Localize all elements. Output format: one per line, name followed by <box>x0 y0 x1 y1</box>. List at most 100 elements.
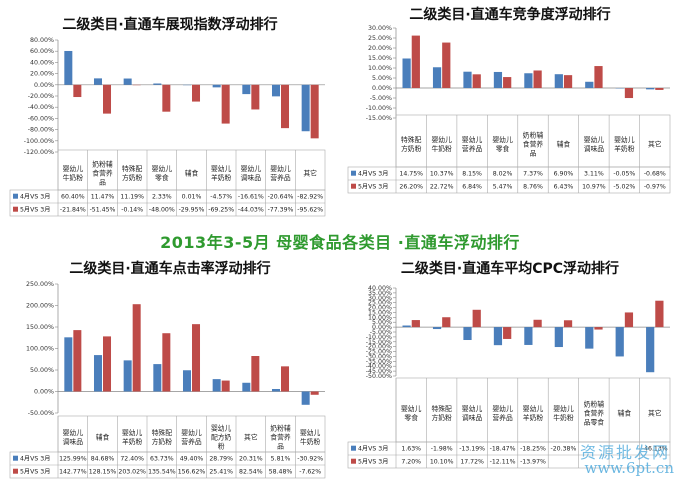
y-tick-label: -50.00% <box>366 373 392 380</box>
category-label: 奶粉辅食营养品 <box>523 131 544 158</box>
data-label: -20.64% <box>268 194 294 201</box>
y-tick-label: -10.00% <box>366 334 392 341</box>
data-label: 28.79% <box>209 456 233 463</box>
bar-series-1 <box>301 84 310 132</box>
data-label: -29.95% <box>179 207 205 214</box>
y-tick-label: -15.00% <box>366 115 392 122</box>
y-tick-label: -45.00% <box>366 368 392 375</box>
bar-series-2 <box>563 75 573 88</box>
y-tick-label: 250.00% <box>26 281 54 288</box>
data-label: -44.03% <box>238 207 264 214</box>
bar-series-2 <box>503 327 512 339</box>
y-tick-label: 30.00% <box>368 295 392 302</box>
y-tick-label: -5.00% <box>370 329 392 336</box>
bar-series-2 <box>103 336 112 392</box>
y-tick-label: 80.00% <box>30 37 54 44</box>
bar-series-1 <box>153 364 162 392</box>
data-label: 8.02% <box>493 171 513 178</box>
data-label: 82.54% <box>239 469 263 476</box>
data-label: -0.68% <box>644 171 666 178</box>
data-label: -16.61% <box>238 194 264 201</box>
y-tick-label: 5.00% <box>372 75 392 82</box>
chart-svg-cpc: 40.00%35.00%30.00%25.00%20.00%15.00%10.0… <box>347 285 671 469</box>
bar-series-2 <box>563 320 573 328</box>
category-label: 辅食 <box>185 169 199 178</box>
category-label: 婴幼儿羊奶粉 <box>614 135 635 153</box>
y-tick-label: -50.00% <box>28 410 54 417</box>
bar-series-2 <box>594 66 603 88</box>
category-label: 婴幼儿调味品 <box>63 428 84 446</box>
y-tick-label: 20.00% <box>30 71 54 78</box>
y-tick-label: 30.00% <box>368 25 392 32</box>
y-tick-label: 35.00% <box>368 290 392 297</box>
category-label: 婴幼儿调味品 <box>241 164 262 182</box>
bar-series-2 <box>103 84 112 114</box>
legend-swatch <box>351 445 356 451</box>
bar-series-2 <box>624 312 634 328</box>
data-label: 8.15% <box>462 171 482 178</box>
bar-series-2 <box>655 88 664 90</box>
data-label: 72.40% <box>120 456 144 463</box>
category-label: 婴幼儿羊奶粉 <box>211 164 232 182</box>
category-label: 特殊配方奶粉 <box>401 135 422 153</box>
bar-series-2 <box>251 356 260 392</box>
data-label: -1.98% <box>431 446 453 453</box>
y-tick-label: 0.00% <box>372 85 392 92</box>
bar-series-1 <box>615 327 624 357</box>
category-label: 婴幼儿牛奶粉 <box>63 164 84 182</box>
category-label: 辅食 <box>96 433 110 442</box>
bar-series-1 <box>463 71 472 88</box>
y-tick-label: 10.00% <box>368 314 392 321</box>
category-label: 婴幼儿零食 <box>152 164 173 182</box>
data-label: -51.45% <box>90 207 116 214</box>
bar-series-1 <box>242 382 251 392</box>
y-tick-label: 15.00% <box>368 55 392 62</box>
category-label: 婴幼儿营养品 <box>270 164 291 182</box>
data-label: -48.00% <box>149 207 175 214</box>
chart-title: 二级类目·直通车竞争度浮动排行 <box>409 7 611 23</box>
y-tick-label: 20.00% <box>368 45 392 52</box>
category-label: 婴幼儿牛奶粉 <box>300 428 321 446</box>
data-label: -30.92% <box>297 456 323 463</box>
data-label: -82.92% <box>297 194 323 201</box>
y-tick-label: 25.00% <box>368 35 392 42</box>
data-label: 6.43% <box>554 184 574 191</box>
y-tick-label: 150.00% <box>26 324 54 331</box>
data-label: 84.68% <box>91 456 115 463</box>
category-label: 辅食 <box>618 409 632 418</box>
bar-series-2 <box>411 35 420 88</box>
chart-svg-competition: 30.00% 25.00% 20.00% 15.00% 10.00% 5.00% 0.00%… <box>347 25 671 194</box>
bar-series-2 <box>162 333 171 392</box>
data-label: -12.11% <box>490 459 516 466</box>
data-label: 125.99% <box>59 456 87 463</box>
category-label: 奶粉辅食营养品零食 <box>584 400 605 427</box>
data-label: 20.31% <box>239 456 263 463</box>
bar-series-1 <box>242 84 251 95</box>
chart-panel-display-index: 二级类目·直通车展现指数浮动排行 80.00% 60.00% 40.00% 20.00… <box>0 0 340 225</box>
watermark-site: www.6pt.cn <box>584 459 674 477</box>
legend-label: 5月VS 3月 <box>358 459 388 466</box>
chart-title: 二级类目·直通车展现指数浮动排行 <box>62 17 278 33</box>
data-label: -0.14% <box>121 207 143 214</box>
bar-series-2 <box>533 319 542 328</box>
bar-series-1 <box>64 337 73 392</box>
data-label: -4.57% <box>210 194 232 201</box>
category-label: 婴幼儿羊奶粉 <box>122 428 143 446</box>
bar-series-2 <box>221 84 230 124</box>
category-label: 辅食 <box>557 140 571 149</box>
y-tick-label: -100.00% <box>24 138 54 145</box>
data-label: -69.25% <box>208 207 234 214</box>
bar-series-1 <box>432 67 442 88</box>
y-tick-label: 200.00% <box>26 303 54 310</box>
legend-swatch <box>351 458 356 464</box>
bar-series-1 <box>493 327 503 346</box>
bar-series-2 <box>192 324 201 392</box>
watermark-label: 资源批发网 <box>579 443 670 462</box>
bar-series-2 <box>132 304 141 392</box>
bar-series-2 <box>281 84 290 129</box>
y-tick-label: 40.00% <box>30 59 54 66</box>
y-tick-label: -10.00% <box>366 105 392 112</box>
data-label: 58.48% <box>269 469 293 476</box>
y-tick-label: 10.00% <box>368 65 392 72</box>
category-label: 其它 <box>648 409 662 418</box>
